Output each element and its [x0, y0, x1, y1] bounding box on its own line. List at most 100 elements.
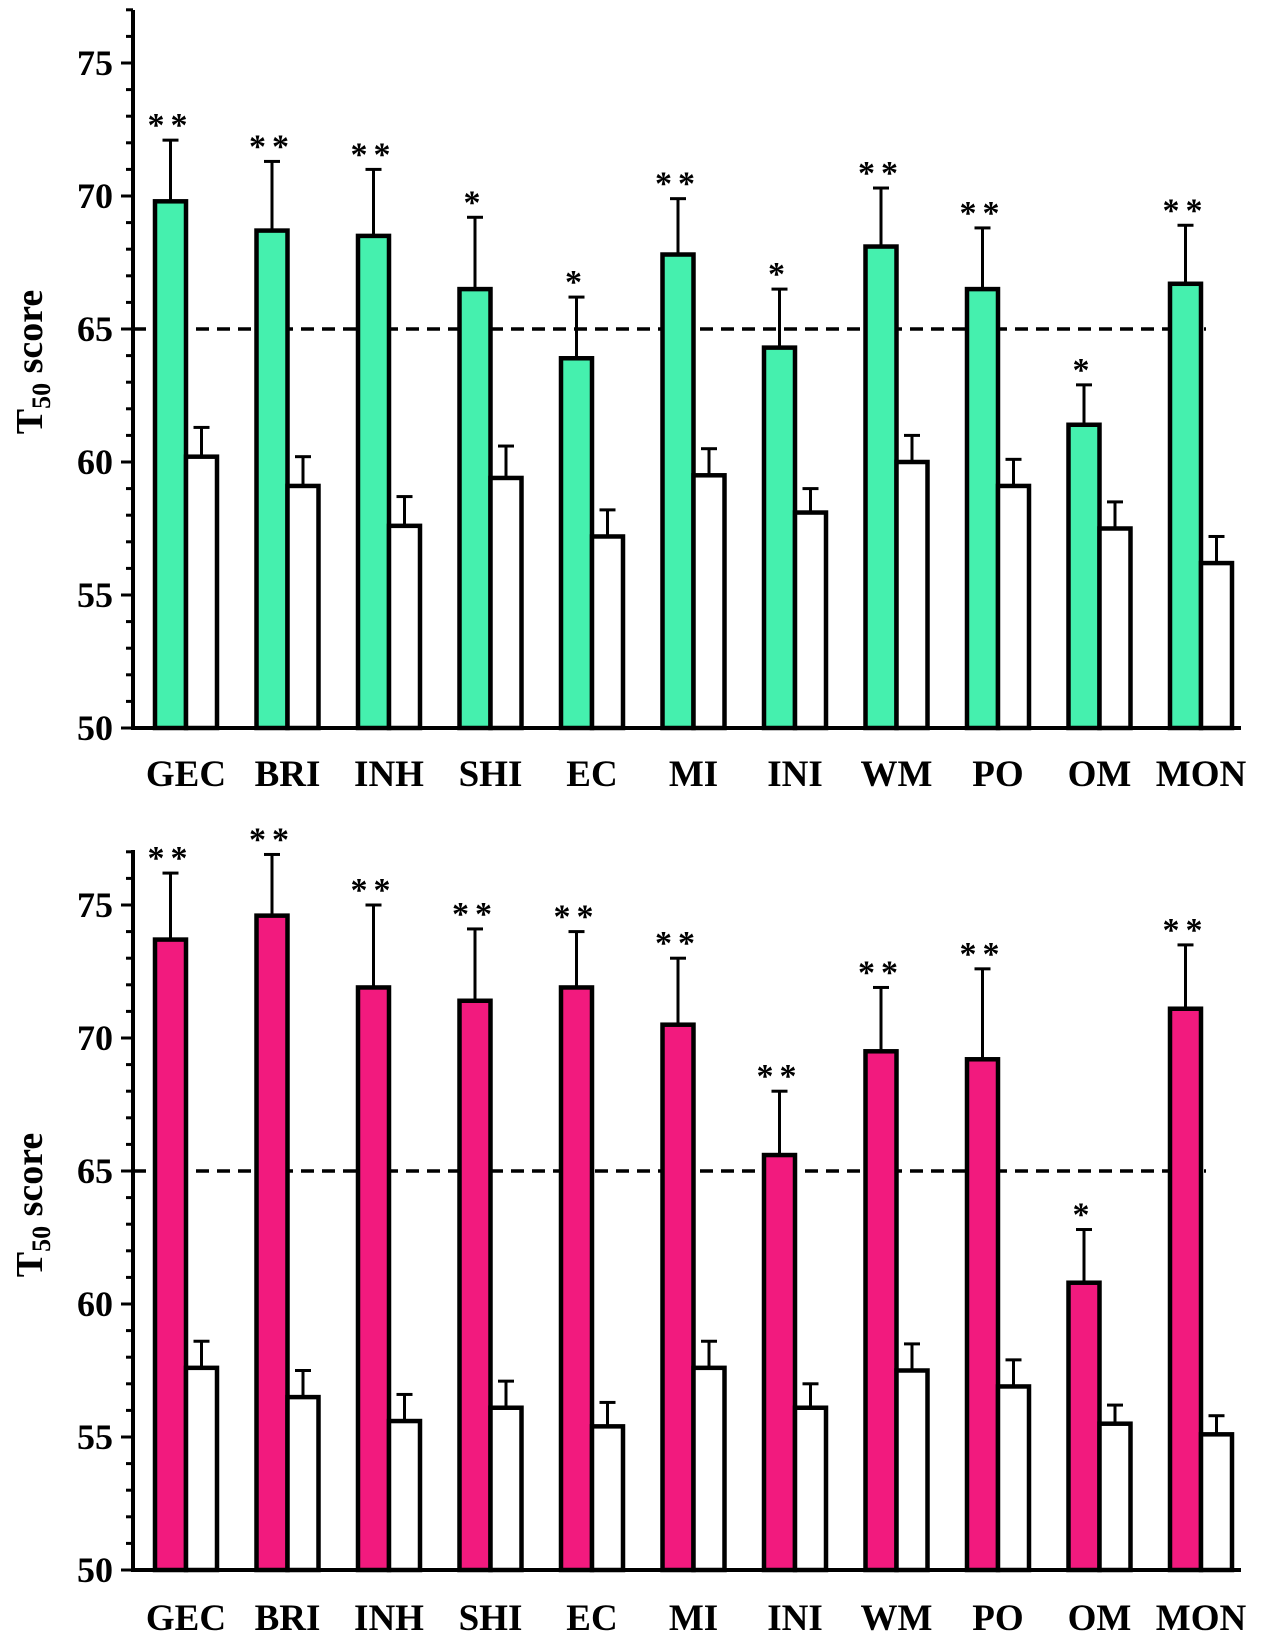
x-tick-label: BRI: [255, 754, 321, 795]
bar: [558, 356, 595, 731]
bar: [660, 252, 696, 731]
significance-label: *: [565, 264, 588, 301]
x-tick-label: OM: [1068, 1598, 1132, 1639]
y-tick-label: 60: [77, 1284, 113, 1324]
bar: [355, 985, 392, 1573]
y-tick-label: 50: [77, 1550, 113, 1590]
significance-label: **: [858, 954, 904, 991]
x-tick-label: INI: [767, 754, 823, 795]
y-tick-label: 70: [77, 1018, 113, 1058]
x-tick-label: PO: [972, 754, 1023, 795]
bar: [386, 1418, 423, 1573]
bar: [761, 1152, 798, 1573]
bottom-bar-chart: 50 55 60 65 70 75 T50 score ** GEC ** BRI ** INH ** SH…: [9, 821, 1246, 1639]
bar: [386, 523, 423, 731]
significance-label: **: [351, 872, 397, 909]
x-tick-label: MI: [669, 754, 718, 795]
y-axis-label: T50 score: [9, 1133, 56, 1278]
bar: [863, 1049, 899, 1573]
significance-label: **: [554, 899, 600, 936]
bar: [691, 1365, 727, 1573]
significance-label: *: [1073, 352, 1096, 389]
x-tick-label: MI: [669, 1598, 718, 1639]
y-tick-label: 70: [77, 176, 113, 216]
significance-label: *: [768, 256, 791, 293]
bar: [457, 998, 493, 1573]
x-tick-label: EC: [566, 754, 617, 795]
significance-label: **: [960, 195, 1006, 232]
significance-label: **: [655, 925, 701, 962]
bar: [183, 1365, 220, 1573]
x-tick-label: INH: [354, 1598, 424, 1639]
y-tick-label: 65: [77, 309, 113, 349]
bar: [894, 459, 930, 731]
bar: [183, 454, 220, 731]
significance-label: *: [464, 184, 487, 221]
x-tick-label: GEC: [146, 1598, 226, 1639]
bar: [589, 1424, 626, 1573]
bar: [254, 913, 290, 1573]
significance-label: **: [1163, 192, 1209, 229]
y-tick-label: 50: [77, 708, 113, 748]
bar: [1167, 1006, 1204, 1573]
significance-label: **: [757, 1058, 803, 1095]
bar: [355, 233, 392, 731]
significance-label: **: [858, 155, 904, 192]
x-tick-label: INI: [767, 1598, 823, 1639]
significance-label: **: [148, 107, 194, 144]
x-tick-label: WM: [861, 754, 933, 795]
bar: [894, 1368, 930, 1573]
bar: [691, 473, 727, 731]
y-axis-label: T50 score: [9, 290, 56, 435]
bar: [660, 1022, 696, 1573]
bar: [792, 1405, 829, 1573]
x-tick-label: SHI: [459, 754, 523, 795]
x-tick-label: SHI: [459, 1598, 523, 1639]
bar: [285, 483, 321, 731]
y-tick-label: 75: [77, 885, 113, 925]
y-tick-label: 60: [77, 442, 113, 482]
bar: [1066, 422, 1102, 731]
bar: [457, 286, 493, 731]
bar: [488, 475, 524, 731]
bar: [761, 345, 798, 731]
bar: [1097, 526, 1133, 731]
x-tick-label: INH: [354, 754, 424, 795]
y-tick-label: 65: [77, 1151, 113, 1191]
x-tick-label: MON: [1156, 1598, 1247, 1639]
bar: [1198, 1432, 1235, 1573]
bar: [964, 1057, 1001, 1573]
y-tick-label: 55: [77, 575, 113, 615]
significance-label: **: [452, 896, 498, 933]
bar: [995, 483, 1032, 731]
significance-label: **: [351, 136, 397, 173]
bar: [1198, 560, 1235, 731]
bar: [152, 199, 189, 731]
significance-label: **: [655, 166, 701, 203]
x-tick-label: OM: [1068, 754, 1132, 795]
bar: [964, 286, 1001, 731]
y-tick-label: 75: [77, 43, 113, 83]
bar: [488, 1405, 524, 1573]
x-tick-label: PO: [972, 1598, 1023, 1639]
x-tick-label: BRI: [255, 1598, 321, 1639]
bar: [863, 244, 899, 731]
x-tick-label: GEC: [146, 754, 226, 795]
significance-label: **: [249, 128, 295, 165]
bar: [285, 1394, 321, 1573]
bar: [254, 228, 290, 731]
significance-label: **: [960, 936, 1006, 973]
bar: [1167, 281, 1204, 731]
bar: [1066, 1280, 1102, 1573]
bar: [792, 510, 829, 731]
bar: [995, 1384, 1032, 1573]
y-tick-label: 55: [77, 1417, 113, 1457]
significance-label: **: [249, 821, 295, 858]
significance-label: **: [148, 840, 194, 877]
x-tick-label: MON: [1156, 754, 1247, 795]
significance-label: *: [1073, 1197, 1096, 1234]
bar: [558, 985, 595, 1573]
x-tick-label: EC: [566, 1598, 617, 1639]
